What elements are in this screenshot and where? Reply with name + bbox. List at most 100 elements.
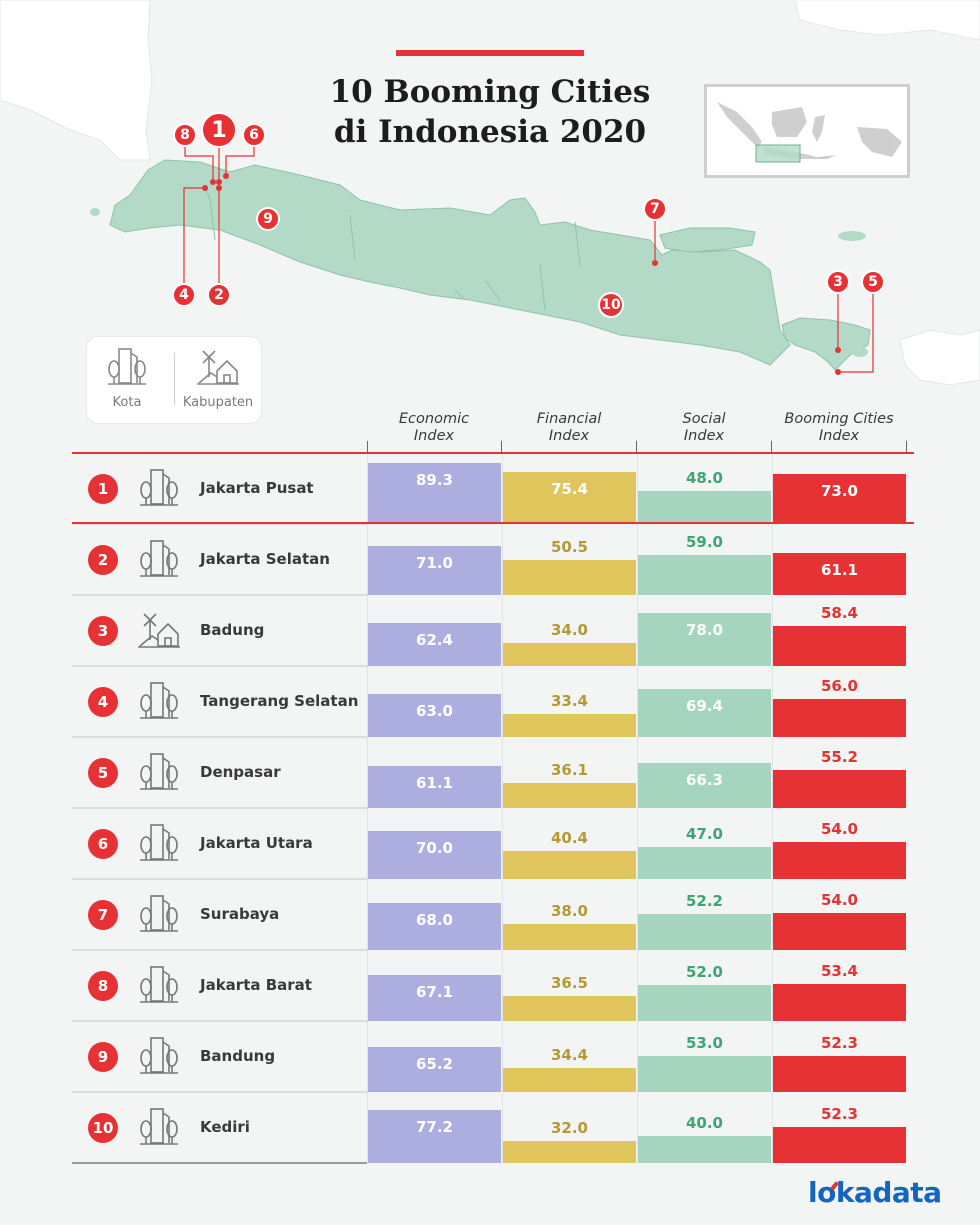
row-divider xyxy=(72,878,367,880)
table-row: 8 Jakarta Barat 67.1 36.5 52.0 53.4 xyxy=(72,950,914,1021)
value-booming: 52.3 xyxy=(820,1034,858,1052)
bar-booming xyxy=(773,770,906,808)
axis-tick xyxy=(636,441,637,453)
map-pin-4: 4 xyxy=(172,283,196,307)
map-pin-7: 7 xyxy=(643,197,667,221)
page-title: 10 Booming Cities di Indonesia 2020 xyxy=(300,72,680,152)
lokadata-logo: lokadata xyxy=(808,1176,942,1209)
cell-economic: 61.1 xyxy=(367,737,501,808)
bar-booming xyxy=(773,699,906,737)
cell-social: 66.3 xyxy=(637,737,771,808)
value-financial: 32.0 xyxy=(550,1119,588,1137)
bar-economic xyxy=(368,694,501,737)
col-header-line2: Index xyxy=(818,428,860,444)
value-economic: 65.2 xyxy=(415,1055,453,1073)
cell-social: 47.0 xyxy=(637,808,771,879)
row-divider xyxy=(72,807,367,809)
row-divider xyxy=(72,523,367,525)
city-buildings-icon xyxy=(138,1036,180,1076)
bar-social xyxy=(638,689,771,737)
table-bottom-line xyxy=(72,1162,367,1164)
legend-kabupaten: Kabupaten xyxy=(173,347,263,410)
bar-financial xyxy=(503,1141,636,1163)
col-header-booming: Booming Cities Index xyxy=(772,411,906,445)
value-social: 52.0 xyxy=(685,963,723,981)
axis-tick xyxy=(367,441,368,453)
value-social: 69.4 xyxy=(685,697,723,715)
table-row: 10 Kediri 77.2 32.0 40.0 52.3 xyxy=(72,1092,914,1163)
col-header-line1: Economic xyxy=(398,411,470,427)
cell-economic: 89.3 xyxy=(367,453,501,524)
rank-badge: 6 xyxy=(88,828,118,859)
city-name: Tangerang Selatan xyxy=(200,691,359,710)
value-economic: 68.0 xyxy=(415,911,453,929)
value-booming: 56.0 xyxy=(820,677,858,695)
bar-social xyxy=(638,847,771,879)
cell-economic: 68.0 xyxy=(367,879,501,950)
value-social: 78.0 xyxy=(685,621,723,639)
cell-financial: 34.0 xyxy=(502,595,636,666)
rank-badge: 4 xyxy=(88,686,118,717)
bar-booming xyxy=(773,474,906,524)
bar-economic xyxy=(368,1047,501,1092)
bar-financial xyxy=(503,560,636,595)
map-pin-5: 5 xyxy=(861,270,885,294)
cell-social: 69.4 xyxy=(637,666,771,737)
value-booming: 55.2 xyxy=(820,748,858,766)
brand-name: lokadata xyxy=(808,1176,942,1209)
cell-financial: 34.4 xyxy=(502,1021,636,1092)
cell-booming: 58.4 xyxy=(772,595,906,666)
value-booming: 54.0 xyxy=(820,820,858,838)
cell-financial: 36.5 xyxy=(502,950,636,1021)
cell-economic: 71.0 xyxy=(367,524,501,595)
bar-economic xyxy=(368,831,501,879)
value-financial: 40.4 xyxy=(550,829,588,847)
city-name: Denpasar xyxy=(200,762,281,781)
cell-booming: 73.0 xyxy=(772,453,906,524)
axis-tick xyxy=(501,441,502,453)
city-name: Badung xyxy=(200,620,265,639)
map-pin-8: 8 xyxy=(173,123,197,147)
city-name: Surabaya xyxy=(200,904,280,923)
top-rank-highlight-bottom xyxy=(72,522,914,524)
city-buildings-icon xyxy=(138,823,180,863)
city-buildings-icon xyxy=(108,348,146,385)
value-social: 52.2 xyxy=(685,892,723,910)
axis-tick xyxy=(771,441,772,453)
bar-social xyxy=(638,1056,771,1092)
table-row: 3 Badung 62.4 34.0 78.0 58.4 xyxy=(72,595,914,666)
cell-financial: 38.0 xyxy=(502,879,636,950)
indonesia-inset-map xyxy=(704,84,910,178)
cell-social: 59.0 xyxy=(637,524,771,595)
bar-social xyxy=(638,985,771,1021)
cell-financial: 36.1 xyxy=(502,737,636,808)
bar-financial xyxy=(503,924,636,950)
bar-social xyxy=(638,914,771,950)
value-booming: 53.4 xyxy=(820,962,858,980)
col-header-social: Social Index xyxy=(637,411,771,445)
col-header-line1: Social xyxy=(682,411,726,427)
cell-booming: 56.0 xyxy=(772,666,906,737)
row-divider xyxy=(72,665,367,667)
city-name: Jakarta Pusat xyxy=(200,478,314,497)
cell-financial: 33.4 xyxy=(502,666,636,737)
col-header-line2: Index xyxy=(683,428,725,444)
rank-badge: 10 xyxy=(88,1112,118,1143)
city-buildings-icon xyxy=(138,1107,180,1147)
table-row: 1 Jakarta Pusat 89.3 75.4 48.0 73.0 xyxy=(72,453,914,524)
bar-booming xyxy=(773,626,906,666)
value-booming: 61.1 xyxy=(820,561,858,579)
cell-booming: 61.1 xyxy=(772,524,906,595)
city-name: Jakarta Selatan xyxy=(200,549,330,568)
axis-tick xyxy=(906,441,907,453)
col-header-financial: Financial Index xyxy=(502,411,636,445)
map-pin-2: 2 xyxy=(207,283,231,307)
cell-economic: 70.0 xyxy=(367,808,501,879)
map-pin-1: 1 xyxy=(201,112,237,148)
cell-social: 40.0 xyxy=(637,1092,771,1163)
title-line-2: di Indonesia 2020 xyxy=(333,114,647,150)
rank-badge: 1 xyxy=(88,473,118,504)
bar-booming xyxy=(773,1127,906,1163)
bar-booming xyxy=(773,842,906,879)
value-economic: 77.2 xyxy=(415,1118,453,1136)
